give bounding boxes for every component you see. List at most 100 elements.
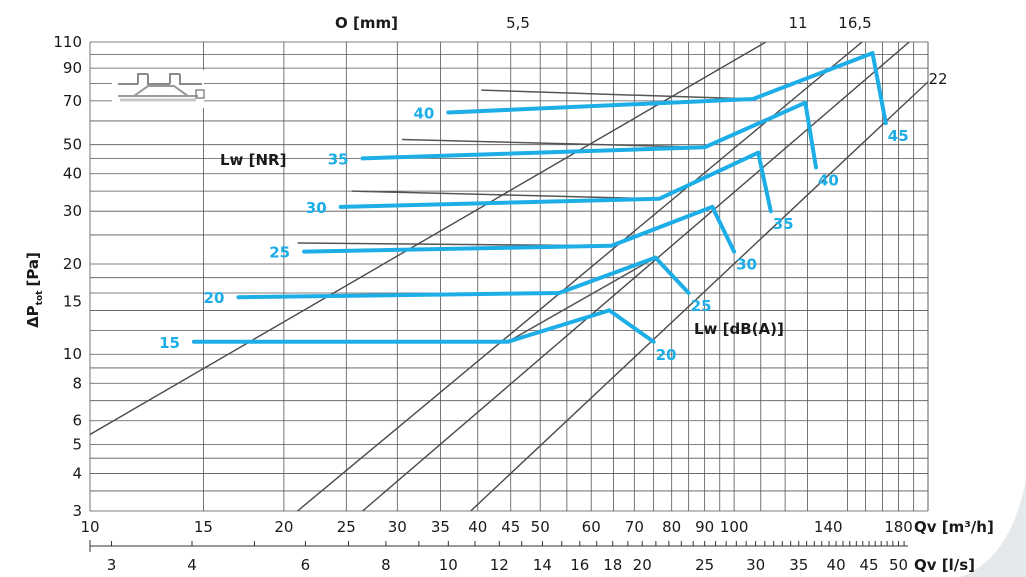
- opening-label: 22: [928, 70, 947, 88]
- x2-tick-label: 6: [301, 556, 311, 574]
- nr-curve-label: 20: [204, 289, 225, 307]
- y-tick-label: 4: [72, 465, 82, 483]
- x-tick-label: 180: [884, 518, 913, 536]
- x2-tick-label: 3: [107, 556, 117, 574]
- x2-tick-label: 45: [860, 556, 879, 574]
- y-tick-label: 50: [63, 136, 82, 154]
- x-tick-label: 60: [582, 518, 601, 536]
- nr-curve: [191, 308, 612, 344]
- x2-tick-label: 16: [570, 556, 589, 574]
- x-tick-label: 40: [468, 518, 487, 536]
- nr-curve: [360, 100, 808, 161]
- opening-line: [90, 42, 767, 436]
- x2-tick-label: 40: [827, 556, 846, 574]
- opening-label: 16,5: [838, 14, 871, 32]
- x2-tick-label: 25: [695, 556, 714, 574]
- nr-curve-label: 25: [269, 244, 290, 262]
- opening-line: [362, 42, 910, 511]
- x-tick-label: 70: [625, 518, 644, 536]
- dba-curve-label: 40: [818, 171, 839, 189]
- nr-curve-label: 35: [328, 150, 349, 168]
- x2-tick-label: 20: [633, 556, 652, 574]
- x2-tick-label: 14: [533, 556, 552, 574]
- y-axis-label-main: ΔP: [24, 305, 42, 328]
- y-tick-label: 20: [63, 255, 82, 273]
- nr-curve: [302, 204, 715, 254]
- y-tick-label: 5: [72, 435, 82, 453]
- reference-line: [351, 190, 660, 200]
- dba-curve: [803, 100, 818, 170]
- nr-curve-label: 30: [306, 199, 327, 217]
- reference-line: [507, 256, 656, 343]
- nr-curve-label: 40: [413, 105, 434, 123]
- y-tick-label: 3: [72, 502, 82, 520]
- x-tick-label: 90: [695, 518, 714, 536]
- dba-curve-label: 25: [691, 297, 712, 315]
- x-tick-label: 20: [274, 518, 293, 536]
- opening-line: [297, 42, 863, 511]
- grid-layer: [89, 41, 929, 512]
- dba-curve: [653, 255, 691, 295]
- y-tick-label: 15: [63, 292, 82, 310]
- x-tick-label: 140: [814, 518, 843, 536]
- x2-tick-label: 18: [603, 556, 622, 574]
- x-tick-label: 80: [662, 518, 681, 536]
- y-axis-label-unit: [Pa]: [24, 252, 42, 286]
- x2-tick-label: 12: [490, 556, 509, 574]
- opening-label: 11: [788, 14, 807, 32]
- y-axis-label: ΔPtot [Pa]: [24, 252, 45, 328]
- sound-level-curves: [191, 51, 888, 344]
- opening-lines: [90, 42, 928, 511]
- dba-curve-label: 30: [736, 256, 757, 274]
- x-tick-label: 30: [388, 518, 407, 536]
- x-tick-label: 35: [431, 518, 450, 536]
- x2-tick-label: 35: [789, 556, 808, 574]
- svg-text:ΔPtot[Pa]: ΔPtot [Pa]: [24, 252, 45, 328]
- dba-curve-label: 20: [656, 346, 677, 364]
- dba-curve: [710, 204, 737, 254]
- dba-curve: [870, 51, 888, 126]
- damper-icon: [112, 70, 205, 108]
- x2-tick-label: 8: [381, 556, 391, 574]
- opening-line: [470, 81, 928, 511]
- x-tick-label: 15: [194, 518, 213, 536]
- y-tick-label: 30: [63, 202, 82, 220]
- nr-curve-label: 15: [159, 334, 180, 352]
- x-tick-label: 10: [80, 518, 99, 536]
- x-tick-label: 100: [720, 518, 749, 536]
- nr-curve: [446, 51, 875, 115]
- top-axis-label: O [mm]: [335, 14, 398, 32]
- dba-curve: [756, 150, 773, 214]
- nr-annotation: Lw [NR]: [220, 151, 286, 169]
- y-axis-label-sub: tot: [35, 290, 45, 305]
- x-tick-label: 25: [337, 518, 356, 536]
- opening-label: 5,5: [506, 14, 530, 32]
- y-tick-label: 70: [63, 92, 82, 110]
- x2-axis-label: Qv [l/s]: [914, 556, 975, 574]
- reference-line: [481, 89, 754, 100]
- y-tick-label: 90: [63, 59, 82, 77]
- y-tick-label: 40: [63, 165, 82, 183]
- corner-shading: [960, 480, 1026, 577]
- dba-annotation: Lw [dB(A)]: [694, 320, 784, 338]
- x2-tick-label: 10: [439, 556, 458, 574]
- curve-labels: 40 35 30 25 20 15 45 40 35 30 25 20: [159, 105, 909, 364]
- dba-curve-label: 45: [888, 127, 909, 145]
- dba-curve: [607, 308, 656, 344]
- reference-line: [401, 138, 705, 149]
- nr-curve: [236, 255, 658, 300]
- nr-curve: [338, 150, 761, 209]
- dba-curve-label: 35: [773, 215, 794, 233]
- y-tick-label: 6: [72, 412, 82, 430]
- y-tick-label: 110: [53, 33, 82, 51]
- x-tick-label: 50: [531, 518, 550, 536]
- x2-tick-label: 4: [187, 556, 197, 574]
- x-axis-label: Qv [m³/h]: [914, 518, 994, 536]
- y-tick-label: 10: [63, 345, 82, 363]
- y-tick-label: 8: [72, 374, 82, 392]
- x-tick-label: 45: [501, 518, 520, 536]
- x2-tick-label: 50: [889, 556, 908, 574]
